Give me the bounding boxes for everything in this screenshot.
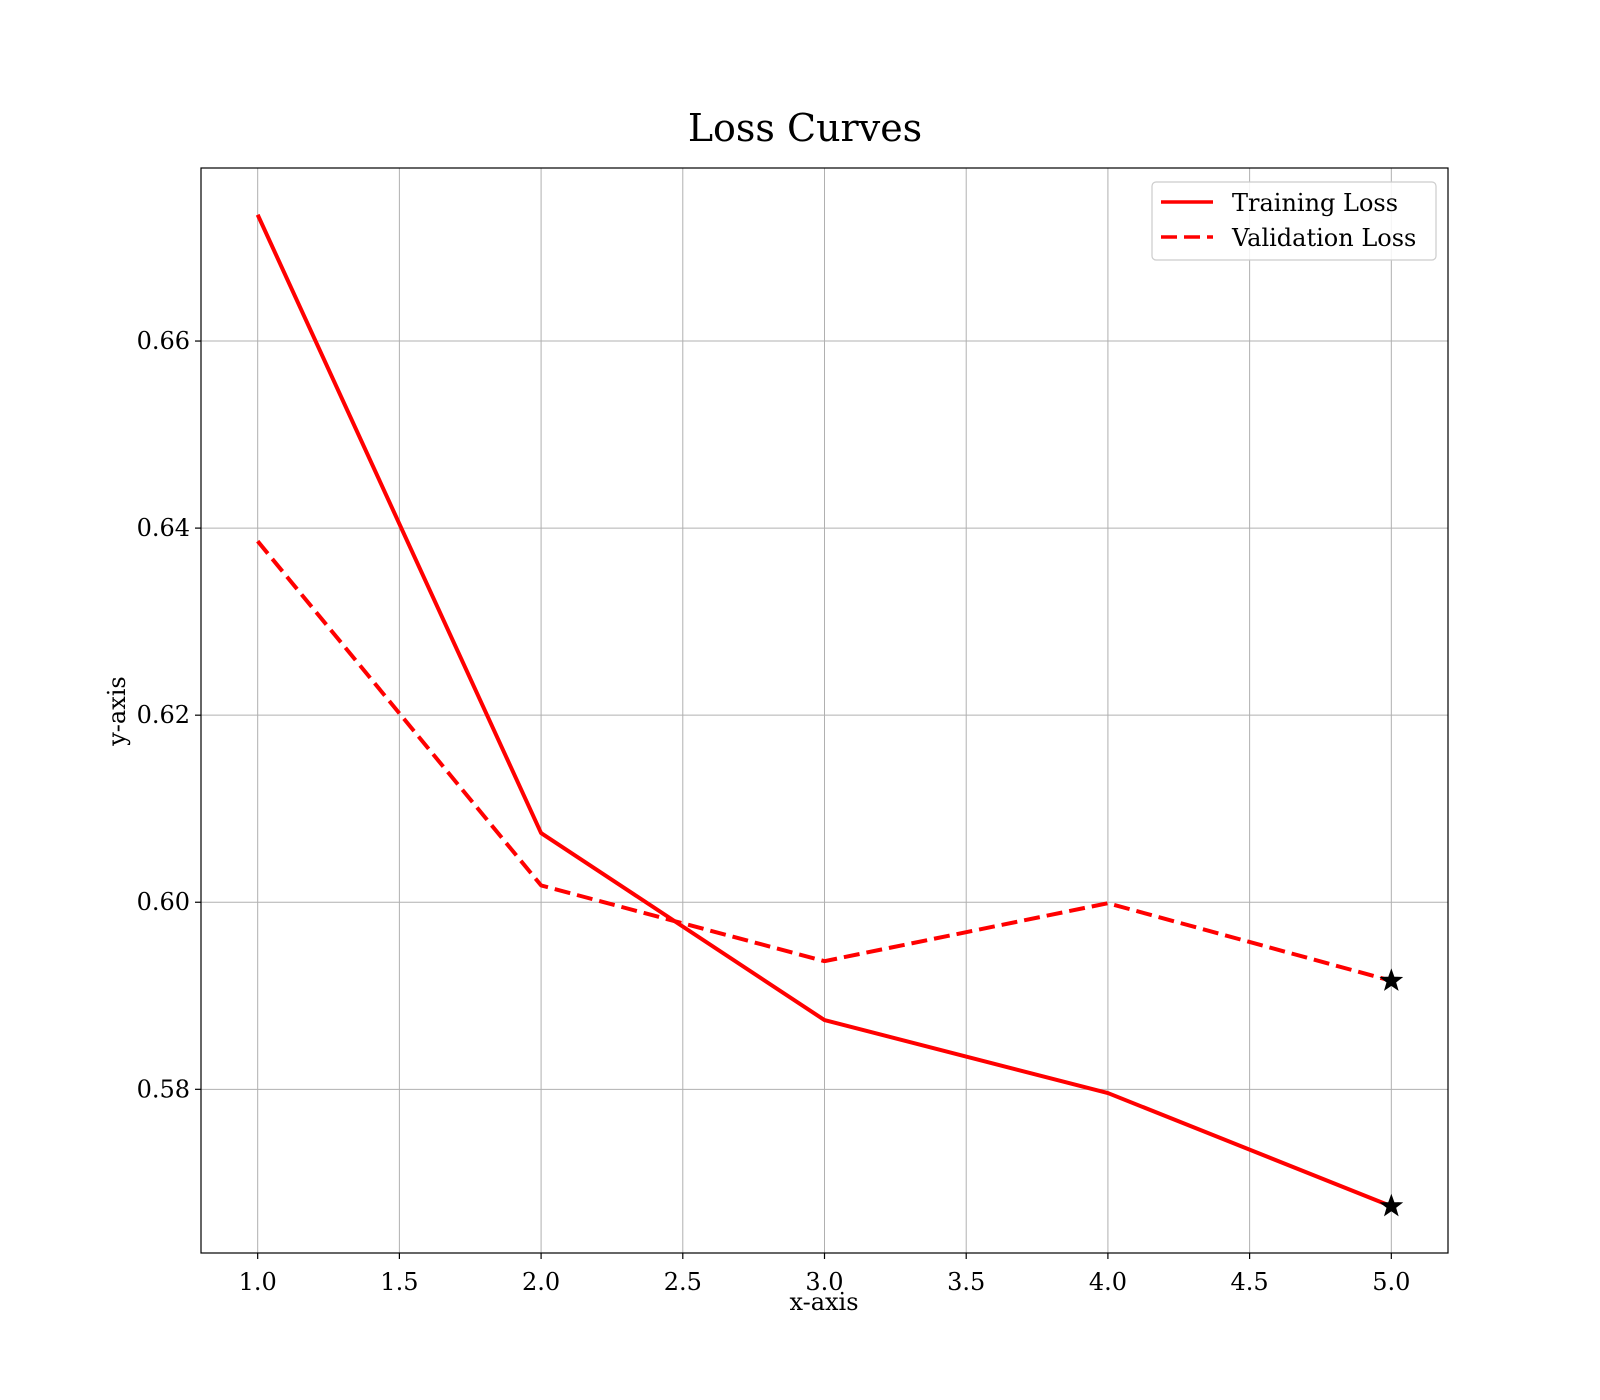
chart-title: Loss Curves (688, 106, 922, 150)
axis-ticks: 1.0 1.5 2.0 2.5 3.0 3.5 4.0 4.5 5.0 0.58 0.60 0.62 0… (137, 327, 1411, 1296)
x-tick-label: 3.5 (947, 1268, 985, 1296)
end-marker-star-training-loss (1379, 1193, 1404, 1217)
y-tick-label: 0.66 (137, 327, 190, 355)
x-tick-label: 2.0 (522, 1268, 560, 1296)
x-tick-label: 2.5 (664, 1268, 702, 1296)
series-line-validation-loss (256, 539, 1392, 983)
end-marker-star-validation-loss (1379, 968, 1404, 991)
y-axis-label: y-axis (103, 676, 131, 747)
series-line-training-loss (255, 213, 1393, 1209)
x-tick-label: 5.0 (1372, 1268, 1410, 1296)
x-tick-label: 1.5 (380, 1268, 418, 1296)
y-tick-label: 0.62 (137, 701, 190, 729)
series-lines (255, 213, 1393, 1209)
y-tick-label: 0.60 (137, 888, 190, 916)
y-tick-label: 0.64 (137, 514, 190, 542)
x-tick-label: 4.0 (1089, 1268, 1127, 1296)
legend-label-validation-loss: Validation Loss (1231, 224, 1416, 252)
x-tick-label: 3.0 (805, 1268, 843, 1296)
legend: Training Loss Validation Loss (1151, 181, 1437, 261)
legend-label-training-loss: Training Loss (1232, 189, 1398, 217)
x-axis-label: x-axis (789, 1288, 858, 1316)
x-tick-label: 1.0 (239, 1268, 277, 1296)
y-tick-label: 0.58 (137, 1075, 190, 1103)
grid-lines (201, 168, 1448, 1253)
x-tick-label: 4.5 (1231, 1268, 1269, 1296)
legend-box (1151, 181, 1437, 261)
end-markers (1379, 968, 1404, 1217)
